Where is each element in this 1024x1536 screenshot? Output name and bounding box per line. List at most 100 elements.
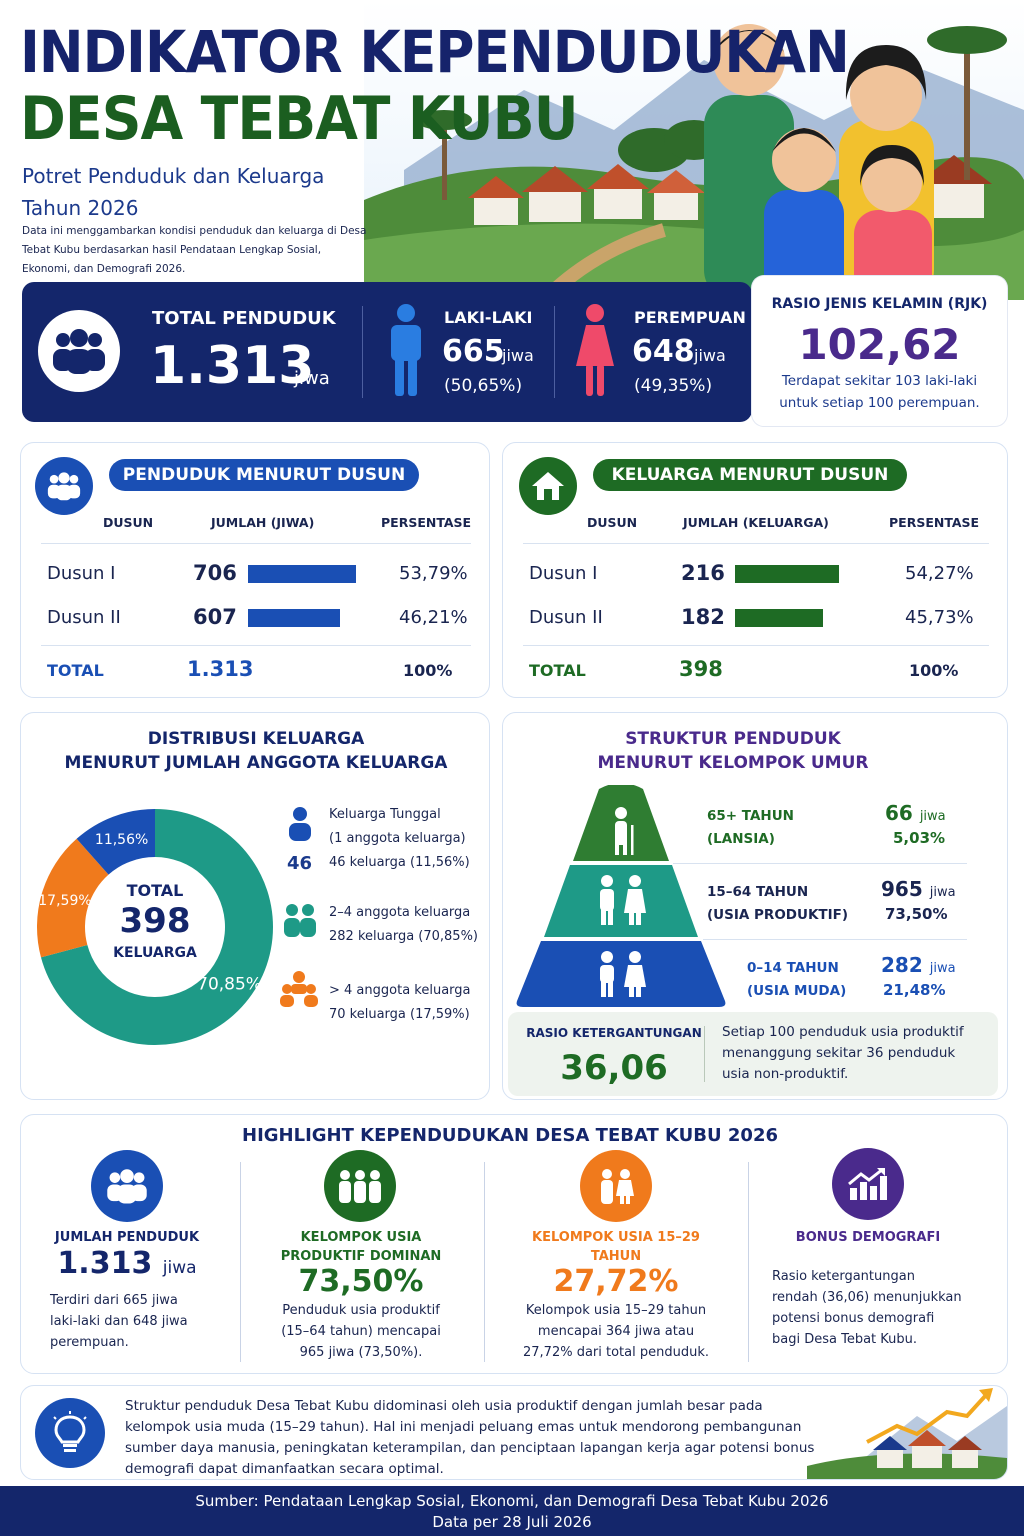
- highlight-heading: KELOMPOK USIA 15–29 TAHUN: [532, 1230, 700, 1264]
- divider: [41, 543, 471, 544]
- footer-source: Sumber: Pendataan Lengkap Sosial, Ekonom…: [195, 1492, 829, 1510]
- legend-count: 46: [287, 853, 313, 874]
- age-value-number: 282: [881, 953, 923, 977]
- row-percentage: 53,79%: [399, 563, 468, 584]
- highlight-body: Terdiri dari 665 jiwa laki-laki dan 648 …: [50, 1293, 188, 1350]
- sex-ratio-card: RASIO JENIS KELAMIN (RJK) 102,62 Terdapa…: [752, 276, 1007, 426]
- age-structure-title-line1: STRUKTUR PENDUDUK: [625, 729, 841, 749]
- age-category: (USIA PRODUKTIF): [707, 907, 849, 923]
- bar-dusun-2: [735, 609, 823, 627]
- bar-dusun-1: [248, 565, 356, 583]
- highlight-icon-circle: [832, 1148, 904, 1220]
- male-icon: [391, 304, 421, 396]
- highlight-value: 27,72%: [553, 1264, 679, 1299]
- insight-icon-circle: [35, 1398, 105, 1468]
- highlight-body: Rasio ketergantungan rendah (36,06) menu…: [772, 1269, 962, 1347]
- female-value: 648: [632, 334, 695, 369]
- highlight-value-unit: jiwa: [162, 1258, 197, 1278]
- age-group-percentage: 5,03%: [893, 829, 946, 847]
- column-header-dusun: DUSUN: [587, 515, 638, 530]
- age-range: 0–14 TAHUN: [747, 960, 839, 976]
- row-percentage: 46,21%: [399, 607, 468, 628]
- age-value-number: 66: [885, 801, 913, 825]
- total-value: 1.313: [187, 657, 254, 681]
- subtitle-line1: Potret Penduduk dan Keluarga: [22, 164, 325, 188]
- highlight-title: HIGHLIGHT KEPENDUDUKAN DESA TEBAT KUBU 2…: [242, 1125, 778, 1146]
- age-value-unit: jiwa: [929, 961, 956, 976]
- female-icon: [576, 304, 614, 396]
- highlight-heading: KELOMPOK USIA PRODUKTIF DOMINAN: [280, 1230, 442, 1264]
- family-group-icon: [280, 971, 318, 1007]
- elderly-icon: [615, 807, 634, 855]
- sex-ratio-value: 102,62: [798, 320, 961, 369]
- age-structure-title-line2: MENURUT KELOMPOK UMUR: [597, 753, 869, 773]
- highlight-value: 73,50%: [298, 1264, 424, 1299]
- row-percentage: 45,73%: [905, 607, 974, 628]
- subtitle-line2: Tahun 2026: [22, 196, 139, 220]
- people-group-icon: [107, 1169, 147, 1204]
- row-label: Dusun I: [529, 563, 598, 584]
- total-value: 398: [679, 657, 723, 681]
- distribution-title-line1: DISTRIBUSI KELUARGA: [147, 729, 365, 749]
- age-value-unit: jiwa: [919, 809, 946, 824]
- page-subtitle: Potret Penduduk dan Keluarga Tahun 2026: [22, 160, 382, 224]
- page-title-line2: DESA TEBAT KUBU: [20, 84, 579, 154]
- age-group-value: 965 jiwa: [881, 877, 956, 901]
- donut-slice: [76, 809, 155, 875]
- two-people-icon: [284, 904, 316, 937]
- sex-ratio-note: Terdapat sekitar 103 laki-laki untuk set…: [779, 373, 980, 411]
- single-person-icon: [289, 807, 311, 841]
- highlight-body: Kelompok usia 15–29 tahun mencapai 364 j…: [523, 1303, 709, 1360]
- families-by-hamlet-card: KELUARGA MENURUT DUSUN DUSUN JUMLAH (KEL…: [502, 442, 1008, 698]
- row-label: Dusun II: [529, 607, 603, 628]
- divider: [362, 306, 363, 398]
- distribution-title-line2: MENURUT JUMLAH ANGGOTA KELUARGA: [64, 753, 448, 773]
- divider: [41, 645, 471, 646]
- village-family-illustration: [364, 0, 1024, 300]
- legend-line: > 4 anggota keluarga: [329, 983, 471, 998]
- donut-slice-label: 70,85%: [197, 974, 262, 994]
- sex-ratio-title: RASIO JENIS KELAMIN (RJK): [771, 296, 988, 312]
- male-percentage: (50,65%): [444, 376, 523, 396]
- legend-line: Keluarga Tunggal: [329, 807, 441, 822]
- highlight-icon-circle: [324, 1150, 396, 1222]
- female-percentage: (49,35%): [634, 376, 713, 396]
- age-group-percentage: 73,50%: [885, 905, 948, 923]
- home-icon-circle: [519, 457, 577, 515]
- growth-chart-icon: [848, 1167, 887, 1200]
- legend-line: 46 keluarga (11,56%): [329, 855, 470, 870]
- divider: [673, 863, 967, 864]
- age-value-number: 965: [881, 877, 923, 901]
- total-population-value: 1.313: [150, 336, 315, 396]
- population-summary-bar: TOTAL PENDUDUK 1.313 jiwa LAKI-LAKI 665 …: [22, 282, 752, 422]
- age-group-productive: 15–64 TAHUN (USIA PRODUKTIF): [707, 881, 848, 927]
- village-growth-illustration: [807, 1388, 1007, 1479]
- lightbulb-icon: [53, 1411, 87, 1452]
- row-label: Dusun II: [47, 607, 121, 628]
- highlight-heading: BONUS DEMOGRAFI: [795, 1230, 941, 1245]
- total-population-unit: jiwa: [294, 368, 330, 389]
- footer: Sumber: Pendataan Lengkap Sosial, Ekonom…: [0, 1486, 1024, 1536]
- age-group-percentage: 21,48%: [883, 981, 946, 999]
- insight-text: Struktur penduduk Desa Tebat Kubu didomi…: [125, 1398, 815, 1477]
- insight-note: Struktur penduduk Desa Tebat Kubu didomi…: [20, 1385, 1008, 1480]
- donut-slice-label: 17,59%: [38, 893, 91, 909]
- age-group-young: 0–14 TAHUN (USIA MUDA): [747, 957, 846, 1003]
- age-pyramid: [516, 785, 726, 1007]
- legend-item-over-4: > 4 anggota keluarga 70 keluarga (17,59%…: [329, 979, 471, 1027]
- people-group-icon: [47, 472, 81, 501]
- highlight-heading: JUMLAH PENDUDUK: [54, 1230, 200, 1245]
- divider: [704, 1026, 705, 1082]
- row-value: 607: [193, 605, 237, 629]
- column-header-persentase: PERSENTASE: [381, 515, 472, 530]
- total-population-label: TOTAL PENDUDUK: [152, 308, 336, 329]
- donut-center-value: 398: [119, 901, 191, 941]
- age-range: 65+ TAHUN: [707, 808, 794, 824]
- total-label: TOTAL: [529, 661, 586, 680]
- donut-center-unit: KELUARGA: [113, 945, 197, 961]
- dependency-ratio-box: RASIO KETERGANTUNGAN 36,06 Setiap 100 pe…: [508, 1012, 998, 1096]
- header: INDIKATOR KEPENDUDUKAN DESA TEBAT KUBU P…: [0, 0, 1024, 300]
- legend-item-2-4: 2–4 anggota keluarga 282 keluarga (70,85…: [329, 901, 478, 949]
- distribution-title: DISTRIBUSI KELUARGA MENURUT JUMLAH ANGGO…: [21, 727, 491, 775]
- age-category: (USIA MUDA): [747, 983, 847, 999]
